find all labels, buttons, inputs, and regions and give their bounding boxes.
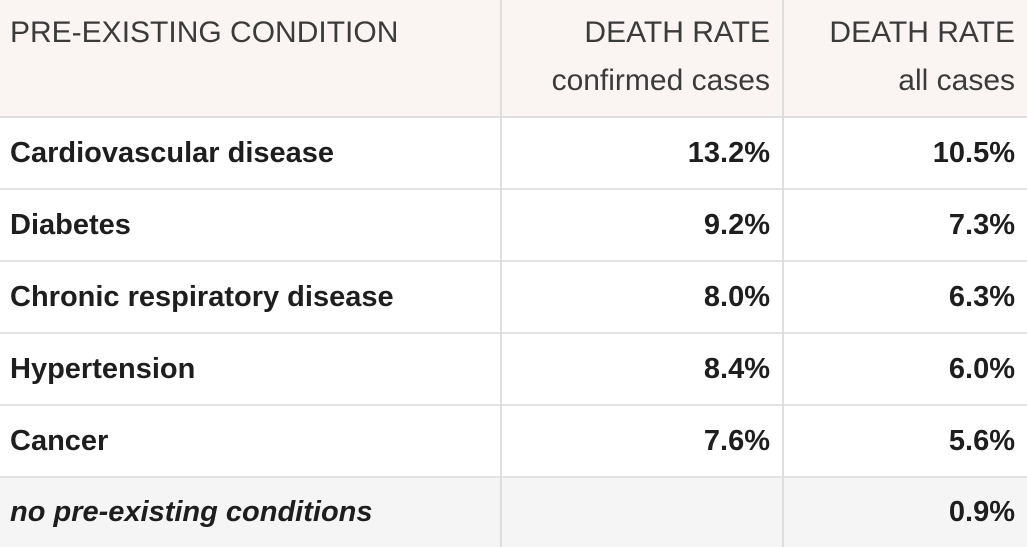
confirmed-rate-cell: 13.2% (501, 117, 784, 189)
confirmed-rate-cell: 7.6% (501, 405, 784, 477)
all-rate-cell: 6.0% (948, 352, 1015, 385)
table-row: Cardiovascular disease 13.2% 10.5% (0, 117, 1027, 189)
column-header-condition-label: PRE-EXISTING CONDITION (10, 16, 399, 49)
condition-cell: Chronic respiratory disease (0, 261, 502, 333)
table-row: Hypertension 8.4% 6.0% (0, 333, 1027, 405)
condition-cell: Cardiovascular disease (0, 117, 502, 189)
table-row: Chronic respiratory disease 8.0% 6.3% (0, 261, 1027, 333)
table-row-no-conditions: no pre-existing conditions 0.9% (0, 477, 1027, 547)
column-header-condition: PRE-EXISTING CONDITION (0, 0, 502, 117)
condition-cell: Cancer (0, 405, 502, 477)
condition-cell: Diabetes (0, 189, 502, 261)
all-rate-cell: 6.3% (948, 280, 1015, 313)
condition-cell: no pre-existing conditions (0, 477, 502, 547)
all-rate-cell: 0.9% (948, 496, 1015, 528)
confirmed-rate-cell: 8.0% (501, 261, 784, 333)
table-row: Cancer 7.6% 5.6% (0, 405, 1027, 477)
condition-cell: Hypertension (0, 333, 502, 405)
column-header-confirmed-sublabel: confirmed cases (551, 64, 770, 97)
column-header-confirmed-label: DEATH RATE (584, 16, 770, 49)
all-rate-cell: 5.6% (948, 424, 1015, 457)
column-header-all: DEATH RATE all cases (783, 0, 1027, 117)
all-rate-cell: 7.3% (948, 208, 1015, 241)
column-header-confirmed: DEATH RATE confirmed cases (501, 0, 784, 117)
column-header-all-sublabel: all cases (898, 64, 1015, 97)
confirmed-rate-cell (501, 477, 784, 547)
header-row: PRE-EXISTING CONDITION DEATH RATE confir… (0, 0, 1027, 117)
confirmed-rate-cell: 9.2% (501, 189, 784, 261)
column-header-all-label: DEATH RATE (829, 16, 1015, 49)
confirmed-rate-cell: 8.4% (501, 333, 784, 405)
all-rate-cell: 10.5% (932, 136, 1015, 169)
table-row: Diabetes 9.2% 7.3% (0, 189, 1027, 261)
